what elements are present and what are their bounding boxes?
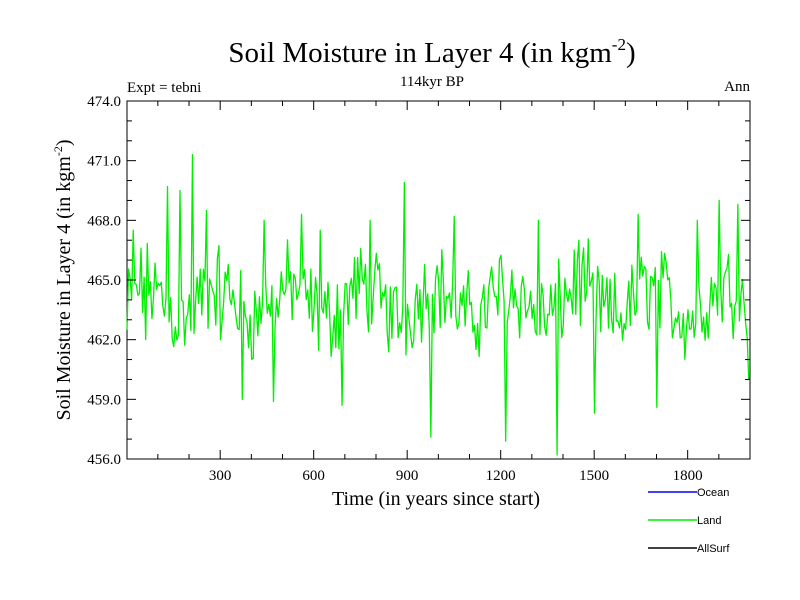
y-tick-label: 462.0	[87, 333, 121, 349]
chart-subtitle: 114kyr BP	[400, 74, 464, 90]
y-axis-label-superscript: -2	[51, 146, 65, 156]
series-line-land	[126, 154, 750, 456]
y-axis-label-close: )	[53, 139, 75, 146]
y-tick-label: 459.0	[87, 392, 121, 408]
svg-text:Soil Moisture in Layer 4 (in k: Soil Moisture in Layer 4 (in kgm-2)	[228, 35, 635, 69]
x-tick-label: 600	[302, 468, 325, 484]
y-tick-label: 474.0	[87, 94, 121, 110]
x-tick-label: 900	[396, 468, 419, 484]
chart-title-close: )	[626, 37, 636, 69]
chart-title-superscript: -2	[612, 35, 626, 54]
data-series	[126, 154, 750, 456]
legend-label-allsurf: AllSurf	[697, 543, 730, 555]
y-axis-label: Soil Moisture in Layer 4 (in kgm-2)	[51, 139, 75, 420]
x-axis-label: Time (in years since start)	[332, 488, 540, 510]
y-tick-label: 465.0	[87, 273, 121, 289]
x-tick-label: 1800	[673, 468, 703, 484]
x-tick-label: 1200	[486, 468, 516, 484]
season-label: Ann	[724, 79, 750, 95]
legend-label-ocean: Ocean	[697, 487, 729, 499]
y-axis-label-text: Soil Moisture in Layer 4 (in kgm	[53, 156, 75, 421]
y-tick-label: 468.0	[87, 213, 121, 229]
legend: Ocean Land AllSurf	[648, 487, 730, 555]
x-tick-label: 1500	[579, 468, 609, 484]
axes: 300 600 900 1200 1500 1800 456.0 459.0 462.0 465.…	[87, 94, 750, 484]
x-tick-label: 300	[209, 468, 232, 484]
legend-label-land: Land	[697, 515, 721, 527]
chart-title: Soil Moisture in Layer 4 (in kgm-2)	[228, 35, 635, 69]
y-tick-label: 471.0	[87, 154, 121, 170]
y-tick-label: 456.0	[87, 452, 121, 468]
experiment-label: Expt = tebni	[127, 80, 201, 96]
chart-title-text: Soil Moisture in Layer 4 (in kgm	[228, 37, 612, 69]
